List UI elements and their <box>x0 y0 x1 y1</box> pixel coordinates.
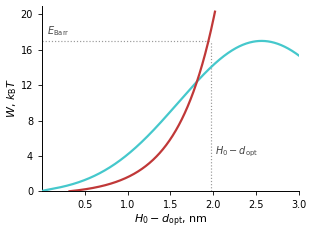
Text: $E_\mathrm{Barr}$: $E_\mathrm{Barr}$ <box>47 24 70 38</box>
Y-axis label: $W$, $k_\mathrm{B}T$: $W$, $k_\mathrm{B}T$ <box>6 78 19 118</box>
X-axis label: $H_0 - d_\mathrm{opt}$, nm: $H_0 - d_\mathrm{opt}$, nm <box>134 213 207 229</box>
Text: $H_0 - d_\mathrm{opt}$: $H_0 - d_\mathrm{opt}$ <box>215 144 258 159</box>
